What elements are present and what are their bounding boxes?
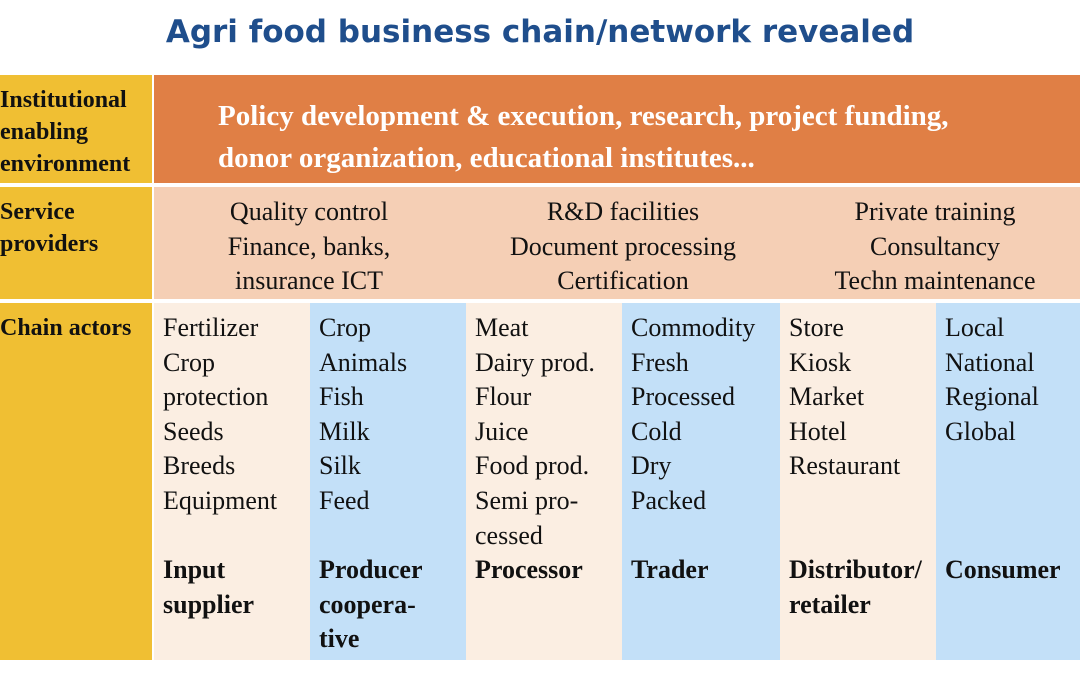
institutional-environment-box: Policy development & execution, research… xyxy=(154,75,1080,183)
service-item: Consultancy xyxy=(870,231,1000,261)
chain-item: Milk xyxy=(319,416,370,446)
service-providers-box xyxy=(154,187,1080,299)
chain-column-input-supplier: Fertilizer Crop protection Seeds Breeds … xyxy=(154,303,310,660)
chain-item: Crop xyxy=(319,313,371,342)
service-item: insurance ICT xyxy=(234,266,383,295)
chain-item: Store xyxy=(789,313,844,342)
chain-item: Regional xyxy=(945,382,1039,412)
chain-item: Fresh xyxy=(631,347,689,377)
service-item: Finance, banks, xyxy=(227,231,391,261)
chain-item: Silk xyxy=(319,451,361,481)
chain-item: Food prod. xyxy=(475,451,590,481)
chain-item: Fertilizer xyxy=(163,313,259,342)
chain-item: Semi pro- xyxy=(475,485,579,515)
chain-item: cessed xyxy=(475,520,543,550)
chain-item: Seeds xyxy=(163,416,224,446)
chain-column-processor: Meat Dairy prod. Flour Juice Food prod. … xyxy=(466,303,622,660)
service-item: Techn maintenance xyxy=(834,266,1036,295)
chain-item: Meat xyxy=(475,313,529,342)
chain-item: Restaurant xyxy=(789,451,901,481)
chain-item: Crop xyxy=(163,347,215,377)
institutional-text-line-1: Policy development & execution, research… xyxy=(218,100,949,132)
chain-item: Dairy prod. xyxy=(475,347,595,377)
service-group-1: Quality control Finance, banks, insuranc… xyxy=(154,195,464,299)
chain-role-label: Producer coopera- tive xyxy=(319,555,423,654)
chain-column-consumer: Local National Regional Global Consumer xyxy=(936,303,1080,660)
service-item: Private training xyxy=(854,197,1016,226)
chain-item: Hotel xyxy=(789,416,847,446)
chain-actors-row-label: Chain actors xyxy=(0,303,152,660)
chain-item: Global xyxy=(945,416,1016,446)
chain-item: Dry xyxy=(631,451,672,481)
chain-role-label: Distributor/ retailer xyxy=(789,555,922,619)
service-item: Document processing xyxy=(509,231,736,261)
chain-item: Cold xyxy=(631,416,682,446)
chain-role-label: Input supplier xyxy=(163,555,255,619)
chain-item: Commodity xyxy=(631,313,756,342)
chain-column-producer: Crop Animals Fish Milk Silk Feed Produce… xyxy=(310,303,466,660)
chain-role-label: Trader xyxy=(631,555,709,585)
service-item: Certification xyxy=(557,266,689,295)
institutional-text-line-2: donor organization, educational institut… xyxy=(218,142,755,174)
chain-column-distributor: Store Kiosk Market Hotel Restaurant Dist… xyxy=(780,303,936,660)
chain-item: Animals xyxy=(319,347,408,377)
institutional-row-label: Institutional enabling environment xyxy=(0,75,152,183)
service-group-2: R&D facilities Document processing Certi… xyxy=(464,195,782,299)
chain-role-label: Processor xyxy=(475,555,583,585)
chain-item: protection xyxy=(163,382,269,412)
chain-item: Fish xyxy=(319,382,364,412)
service-group-3: Private training Consultancy Techn maint… xyxy=(782,195,1080,299)
chain-item: Equipment xyxy=(163,485,278,515)
chain-item: Local xyxy=(945,313,1005,342)
chain-item: Kiosk xyxy=(789,347,852,377)
chain-item: Feed xyxy=(319,485,370,515)
chain-item: Flour xyxy=(475,382,532,412)
chain-item: National xyxy=(945,347,1035,377)
service-item: R&D facilities xyxy=(546,197,700,226)
diagram-title: Agri food business chain/network reveale… xyxy=(165,14,915,50)
chain-item: Processed xyxy=(631,382,735,412)
chain-role-label: Consumer xyxy=(945,555,1061,585)
chain-item: Breeds xyxy=(163,451,236,481)
chain-item: Packed xyxy=(631,485,707,515)
chain-item: Market xyxy=(789,382,865,412)
chain-item: Juice xyxy=(475,416,529,446)
chain-column-trader: Commodity Fresh Processed Cold Dry Packe… xyxy=(622,303,780,660)
service-row-label: Service providers xyxy=(0,187,152,299)
service-item: Quality control xyxy=(229,197,389,226)
